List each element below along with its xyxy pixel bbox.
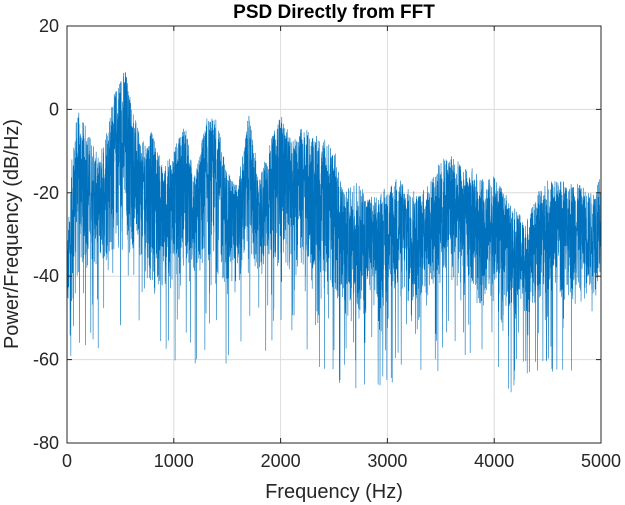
- y-tick-label-0: -80: [33, 433, 59, 453]
- psd-series-line: [66, 72, 602, 393]
- x-tick-labels: 0 1000 2000 3000 4000 5000: [62, 451, 621, 471]
- x-tick-label-2: 2000: [261, 451, 301, 471]
- y-axis-label: Power/Frequency (dB/Hz): [1, 119, 23, 349]
- x-tick-label-5: 5000: [581, 451, 621, 471]
- y-tick-labels: -80 -60 -40 -20 0 20: [33, 16, 59, 453]
- chart-title: PSD Directly from FFT: [233, 2, 435, 23]
- x-tick-label-0: 0: [62, 451, 72, 471]
- x-tick-label-1: 1000: [154, 451, 194, 471]
- y-tick-label-5: 20: [39, 16, 59, 36]
- y-tick-label-4: 0: [49, 99, 59, 119]
- x-tick-label-4: 4000: [474, 451, 514, 471]
- x-tick-label-3: 3000: [367, 451, 407, 471]
- y-tick-label-2: -40: [33, 266, 59, 286]
- x-axis-label: Frequency (Hz): [265, 481, 403, 503]
- y-tick-label-3: -20: [33, 183, 59, 203]
- y-tick-label-1: -60: [33, 350, 59, 370]
- plot-frame: [66, 25, 602, 444]
- psd-series: [66, 72, 602, 393]
- axes: [66, 25, 602, 444]
